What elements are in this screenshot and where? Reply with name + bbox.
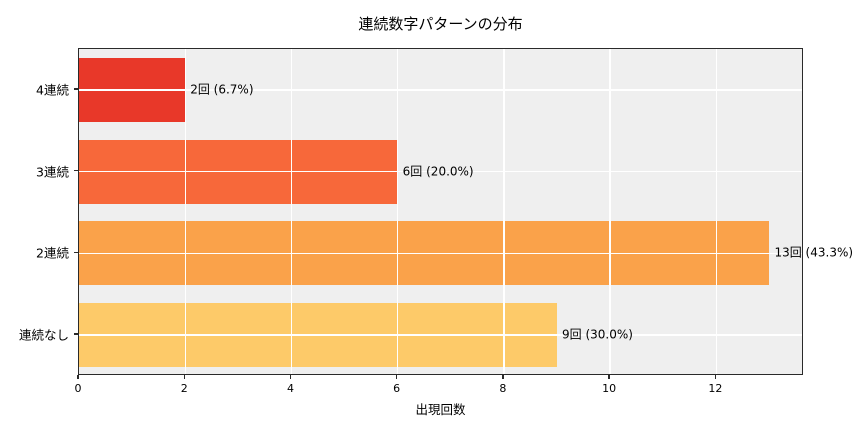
x-tick-mark [289,375,292,379]
bar-value-label: 6回 (20.0%) [402,164,474,179]
gridline-horizontal [79,252,802,255]
gridline-vertical [609,49,611,374]
gridline-vertical [397,49,399,374]
x-tick-mark [714,375,716,379]
gridline-horizontal [79,89,802,91]
bar-value-label: 9回 (30.0%) [562,327,633,342]
chart-title: 連続数字パターンの分布 [358,15,523,33]
gridline-vertical [290,49,293,374]
x-tick-label: 0 [74,382,82,395]
x-tick-mark [396,375,398,379]
gridline-vertical [503,49,505,374]
x-tick-label: 8 [499,382,507,395]
y-tick-label: 連続なし [18,327,69,343]
x-tick-label: 12 [708,382,723,395]
x-axis-label: 出現回数 [415,402,466,417]
x-tick-label: 10 [602,382,617,395]
plot-area [78,48,803,375]
x-tick-mark [608,375,610,379]
y-tick-label: 3連続 [36,164,69,180]
gridline-horizontal [79,170,802,173]
gridline-vertical [715,49,717,374]
y-tick-label: 2連続 [36,245,69,261]
gridline-vertical [184,49,186,374]
y-tick-mark [74,169,78,172]
bar-value-label: 13回 (43.3%) [774,245,854,260]
y-tick-mark [74,88,78,90]
x-tick-mark [502,375,504,379]
x-tick-label: 2 [180,382,188,395]
x-tick-mark [77,375,79,379]
y-tick-label: 4連続 [36,82,69,98]
x-tick-mark [183,375,185,379]
x-tick-label: 6 [393,382,401,395]
x-tick-label: 4 [286,382,294,395]
y-tick-mark [74,333,78,335]
bar-value-label: 2回 (6.7%) [190,82,254,97]
y-tick-mark [74,251,78,254]
gridline-horizontal [79,334,802,336]
